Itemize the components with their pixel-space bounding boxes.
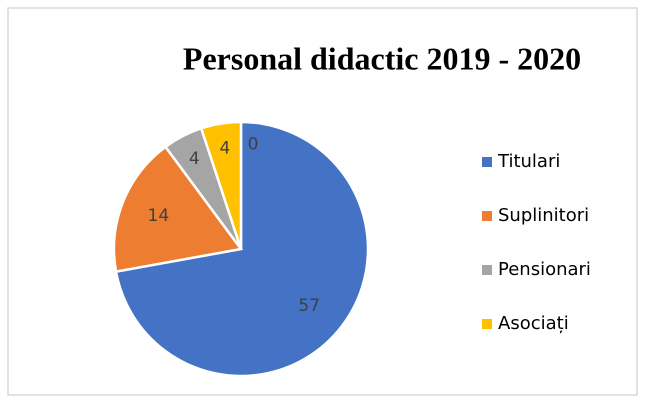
data-label: 4 xyxy=(189,149,200,169)
legend-swatch xyxy=(482,265,492,275)
data-label: 57 xyxy=(298,296,320,316)
pie-slice xyxy=(199,120,243,250)
legend-swatch xyxy=(482,319,492,329)
legend-swatch xyxy=(482,211,492,221)
legend-label: Asociați xyxy=(498,313,569,334)
data-label: 14 xyxy=(148,206,170,226)
legend-label: Titulari xyxy=(497,151,560,172)
legend-label: Suplinitori xyxy=(498,205,589,226)
legend-swatch xyxy=(482,157,492,167)
data-label: 0 xyxy=(248,134,259,154)
data-label: 4 xyxy=(219,139,230,159)
pie-slice xyxy=(112,145,244,274)
chart-title: Personal didactic 2019 - 2020 xyxy=(183,40,581,76)
legend-label: Pensionari xyxy=(498,259,591,280)
